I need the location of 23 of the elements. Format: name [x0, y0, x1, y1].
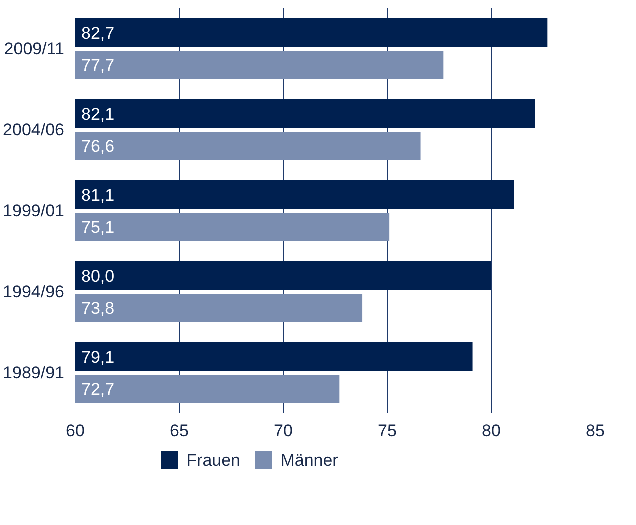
legend-label: Männer	[280, 451, 339, 470]
data-label: 75,1	[82, 218, 115, 238]
x-tick-label: 80	[482, 422, 501, 440]
data-label: 73,8	[82, 299, 115, 318]
data-label: 80,0	[82, 266, 115, 286]
x-tick-label: 65	[170, 422, 189, 440]
data-label: 79,1	[82, 348, 115, 367]
y-tick-label: 1989/91	[3, 364, 64, 382]
data-label: 82,7	[82, 24, 115, 43]
y-tick-label: 2004/06	[3, 120, 64, 140]
x-tick-label: 60	[66, 422, 85, 440]
data-label: 72,7	[82, 380, 115, 400]
x-tick-label: 85	[586, 422, 605, 440]
legend-label: Frauen	[186, 451, 241, 470]
y-tick-label: 1994/96	[3, 282, 64, 302]
y-tick-label: 2009/11	[4, 40, 65, 58]
data-label: 81,1	[82, 186, 115, 205]
data-label: 77,7	[82, 56, 115, 76]
data-label: 76,6	[82, 137, 115, 156]
x-tick-label: 70	[274, 422, 293, 440]
data-label: 82,1	[82, 104, 115, 124]
x-tick-label: 75	[378, 422, 397, 440]
y-tick-label: 1999/01	[3, 202, 64, 220]
